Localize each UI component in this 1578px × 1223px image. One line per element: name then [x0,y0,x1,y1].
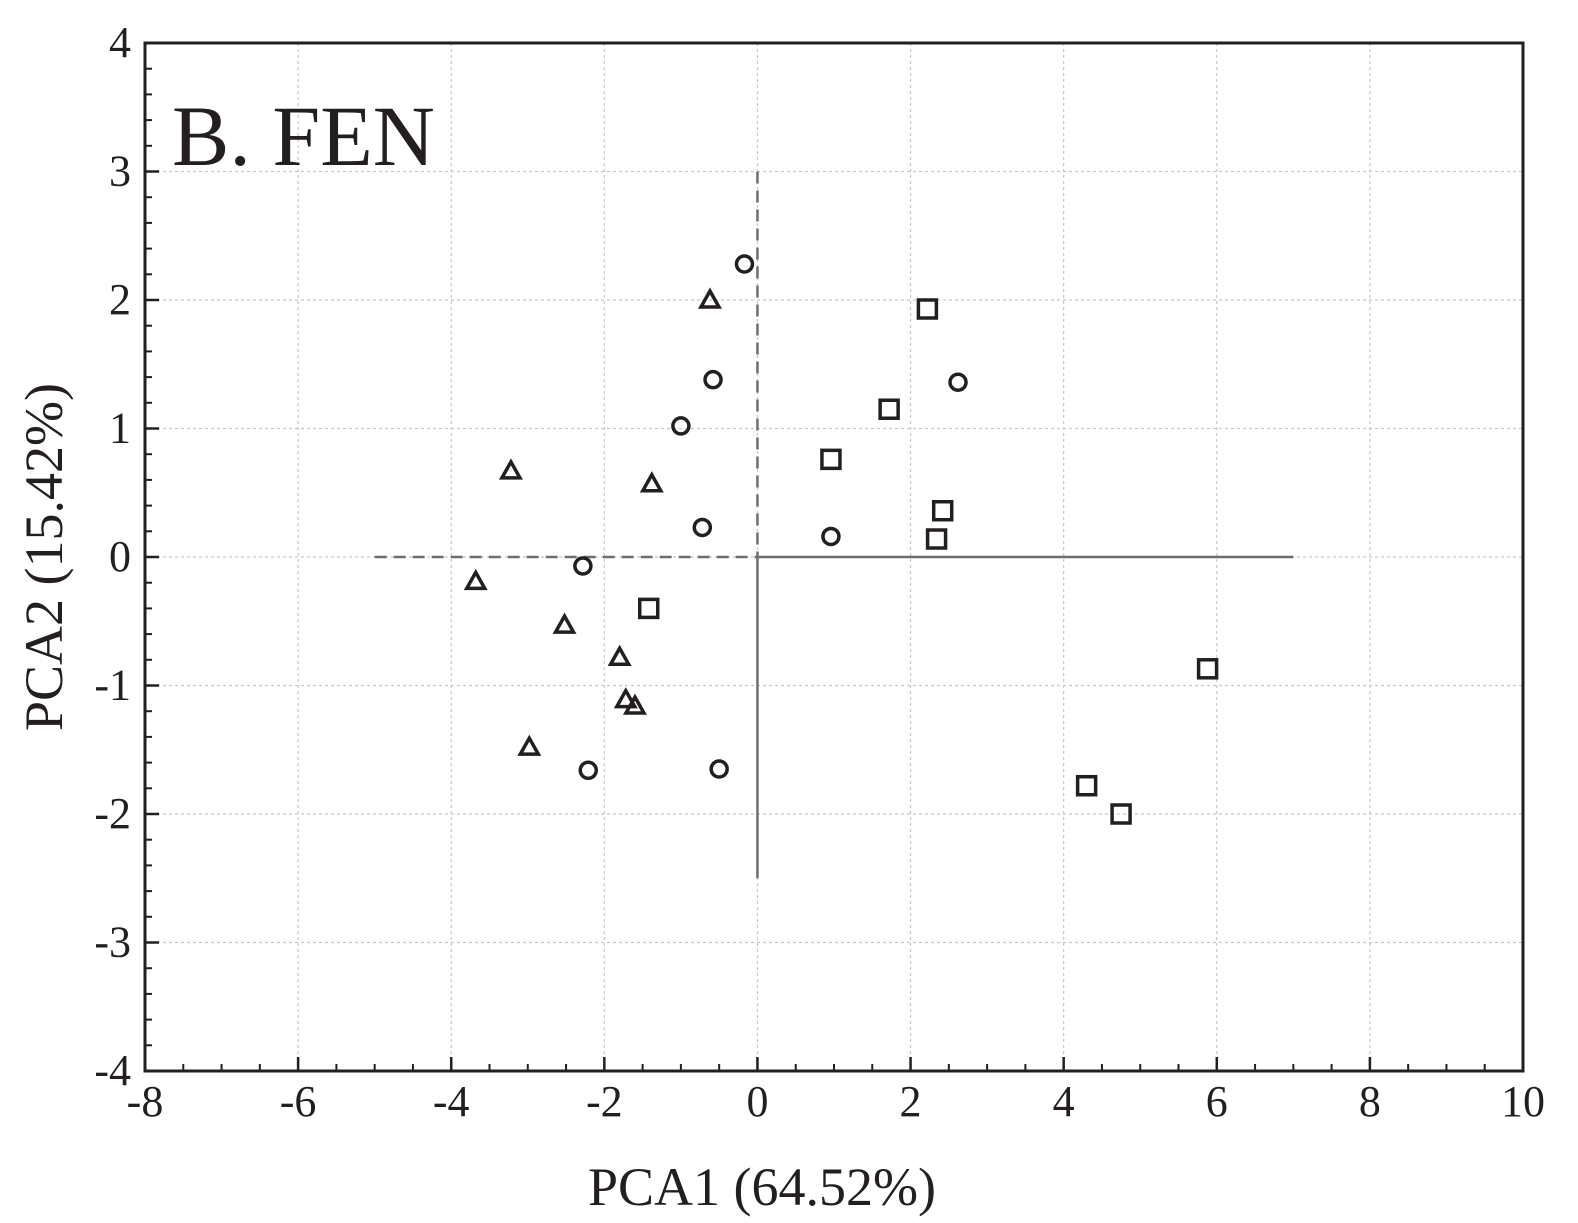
chart-title: B. FEN [172,88,435,184]
square-point [1075,774,1098,797]
circle-point [671,416,691,436]
square-point [637,597,660,620]
circle-point [573,556,593,576]
triangle-point [697,287,722,309]
y-tick-label: 0 [109,532,131,581]
x-tick-label: 6 [1206,1077,1228,1126]
square-point [931,499,954,522]
circle-point [821,526,841,547]
circle-point [948,372,968,392]
circle-point [709,759,729,779]
square-point [878,398,900,420]
triangle-point [552,612,577,634]
square-point [925,528,948,550]
y-tick-label: -3 [94,918,131,967]
y-tick-label: -2 [94,789,131,838]
y-tick-label: -1 [94,661,131,710]
triangle-point [463,568,488,591]
reference-lines [374,171,1294,879]
square-point [1196,658,1219,680]
plot-frame [143,41,1525,1073]
triangle-point [613,687,638,709]
circle-point [734,254,755,274]
circle-point [578,760,599,781]
square-point [916,298,939,320]
x-tick-label: 0 [746,1077,768,1126]
square-point [1110,803,1132,825]
y-tick-label: 4 [109,18,131,67]
x-axis-title: PCA1 (64.52%) [588,1157,936,1217]
x-tick-label: 8 [1359,1077,1381,1126]
triangle-point [498,458,523,480]
x-tick-label: -2 [586,1077,623,1126]
triangle-point [639,471,664,493]
x-tick-label: 4 [1053,1077,1075,1126]
square-point [820,448,842,471]
y-tick-label: 2 [109,275,131,324]
data-points [463,254,1219,825]
y-tick-label: -4 [94,1046,131,1095]
circle-point [703,369,723,390]
triangle-point [517,734,542,756]
x-tick-label: 2 [900,1077,922,1126]
y-axis-title: PCA2 (15.42%) [14,383,74,731]
x-tick-label: -4 [433,1077,470,1126]
triangle-point [607,644,632,666]
x-tick-labels: -8 -6 -4 -2 0 2 4 6 8 10 [127,1077,1545,1126]
x-tick-label: 10 [1501,1077,1545,1126]
x-tick-label: -6 [280,1077,317,1126]
circle-point [692,517,713,538]
y-tick-label: 3 [109,147,131,196]
y-tick-labels: -4 -3 -2 -1 0 1 2 3 4 [94,18,131,1095]
triangle-point [622,693,647,715]
x-tick-label: -8 [127,1077,164,1126]
y-tick-label: 1 [109,404,131,453]
